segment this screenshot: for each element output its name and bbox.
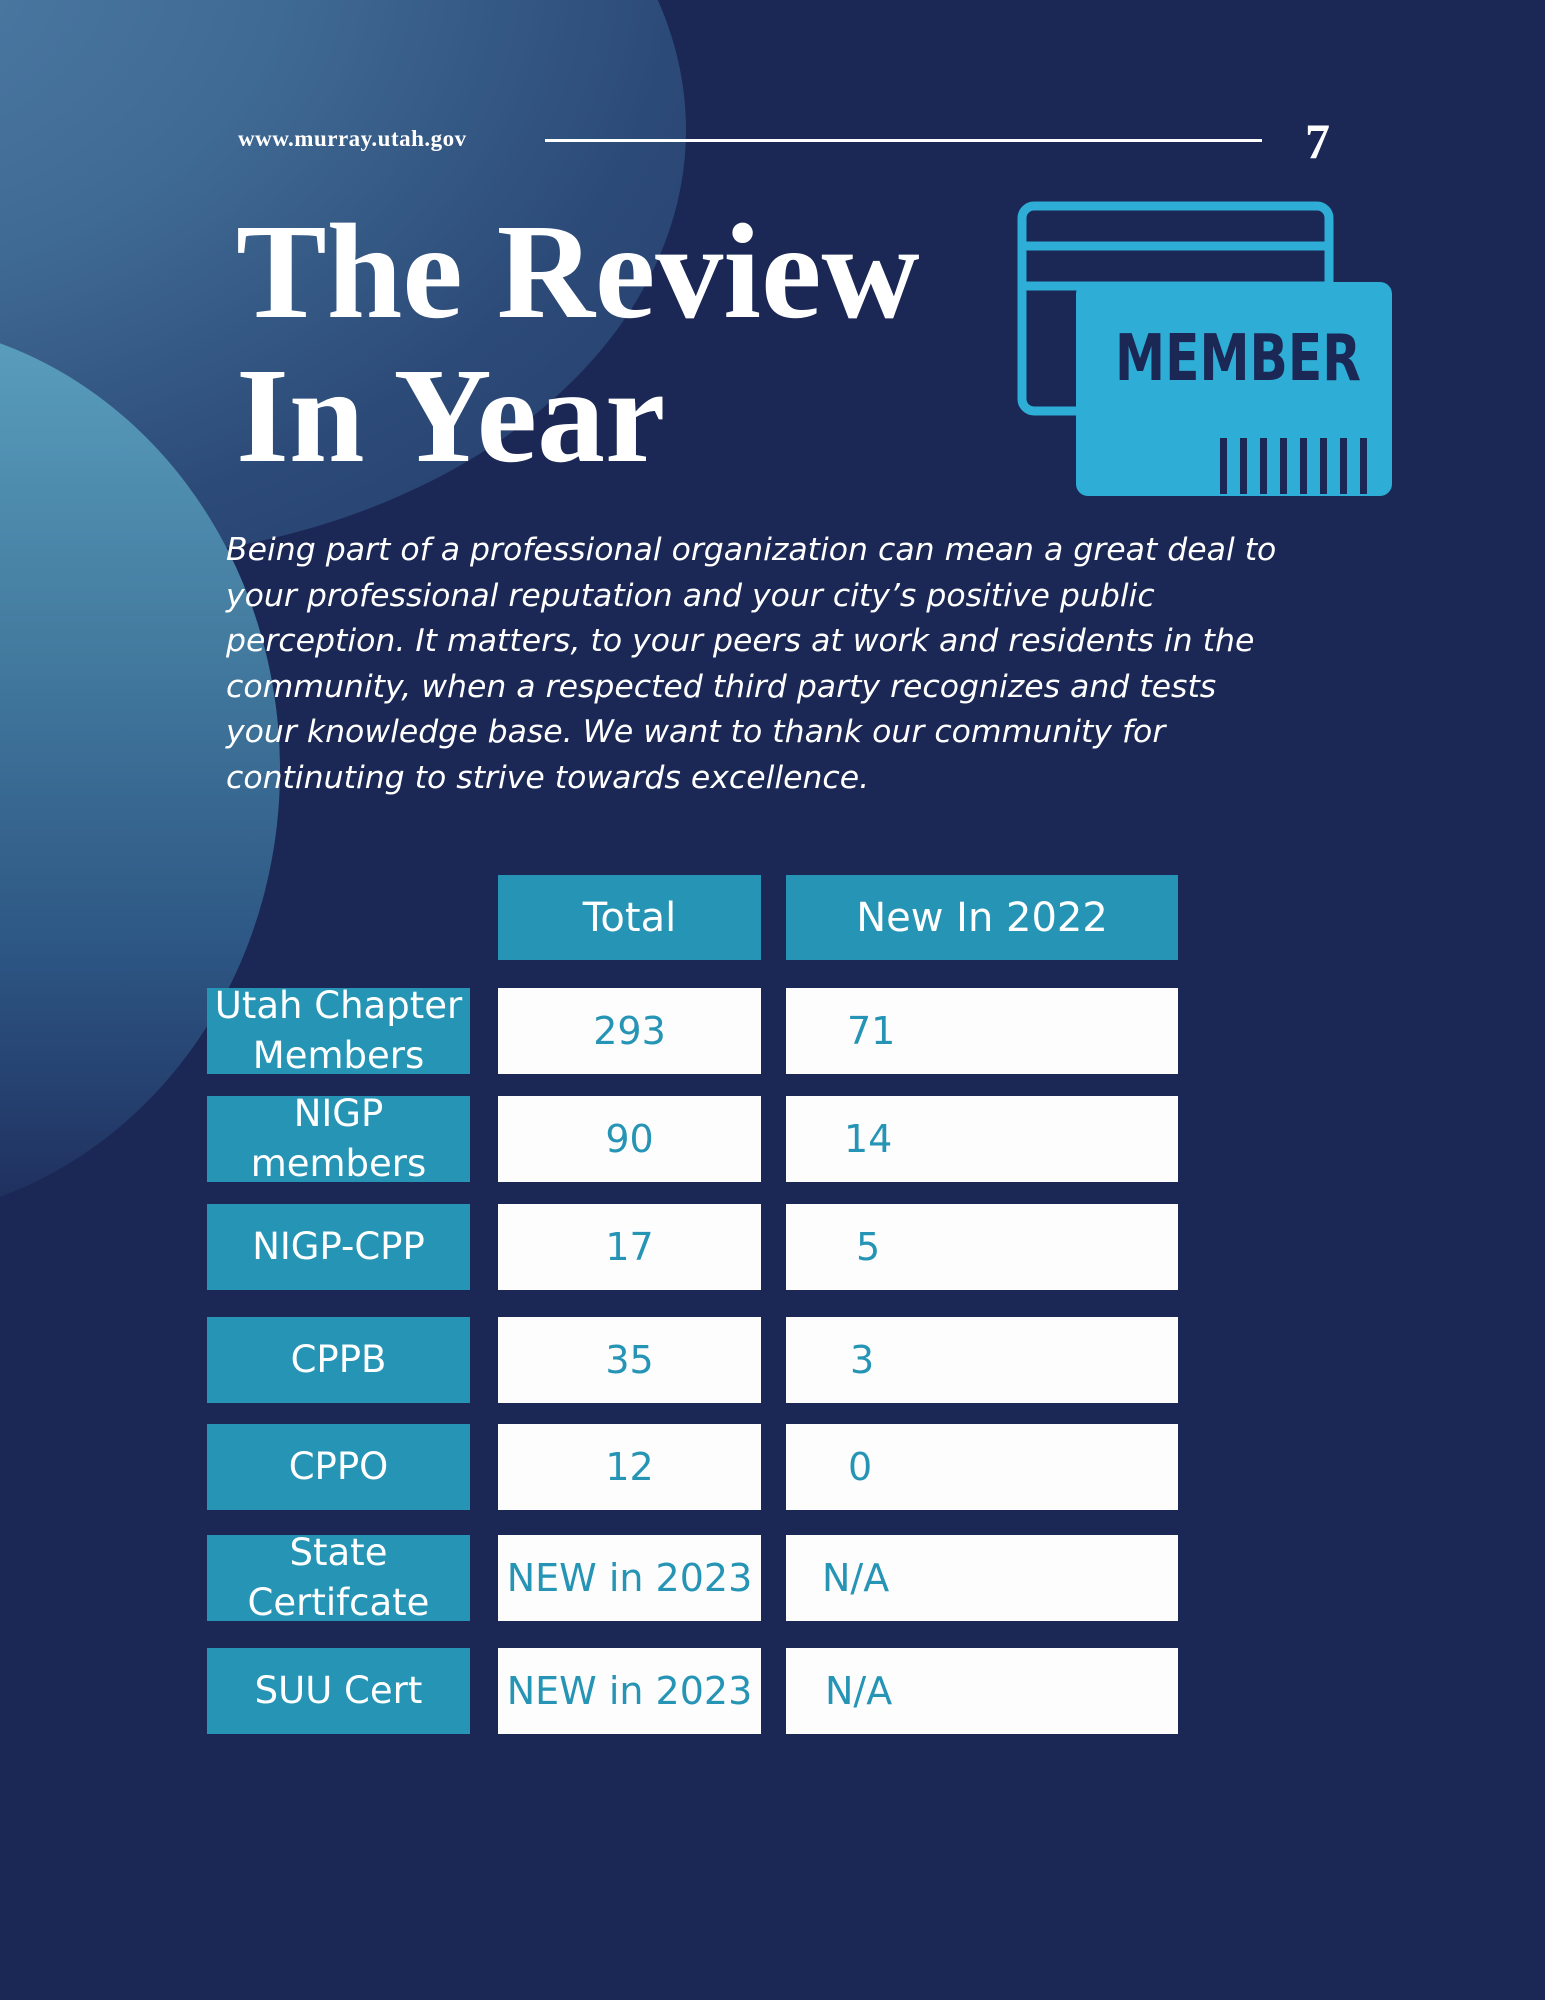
header-rule [545,139,1262,142]
row-new-cppo: 0 [786,1424,1178,1510]
page-number: 7 [1305,113,1330,169]
row-total-cppb: 35 [498,1317,761,1403]
row-total-nigp-members: 90 [498,1096,761,1182]
row-total-nigp-cpp: 17 [498,1204,761,1290]
row-label-cppo: CPPO [207,1424,470,1510]
member-label: MEMBER [1115,322,1361,396]
row-new-utah-chapter-members: 71 [786,988,1178,1074]
page-title-line-2: In Year [236,341,666,491]
row-label-nigp-cpp: NIGP-CPP [207,1204,470,1290]
website-url: www.murray.utah.gov [238,126,467,151]
intro-paragraph: Being part of a professional organizatio… [226,532,1277,796]
page-title: The Review In Year [236,200,920,488]
barcode-lines [1220,438,1367,494]
page-title-line-1: The Review [236,197,920,347]
row-label-cppb: CPPB [207,1317,470,1403]
row-total-state-certificate: NEW in 2023 [498,1535,761,1621]
membership-card-icon: MEMBER [1017,201,1392,496]
row-label-utah-chapter-members: Utah Chapter Members [207,984,470,1077]
row-label-state-certificate: State Certifcate [207,1531,470,1624]
row-label-suu-cert: SUU Cert [207,1648,470,1734]
header-new-in-2022: New In 2022 [786,875,1178,960]
row-label-nigp-members: NIGP members [207,1092,470,1185]
row-new-suu-cert: N/A [786,1648,1178,1734]
row-total-suu-cert: NEW in 2023 [498,1648,761,1734]
row-total-cppo: 12 [498,1424,761,1510]
row-new-state-certificate: N/A [786,1535,1178,1621]
header-total: Total [498,875,761,960]
row-total-utah-chapter-members: 293 [498,988,761,1074]
row-new-nigp-members: 14 [786,1096,1178,1182]
row-new-nigp-cpp: 5 [786,1204,1178,1290]
row-new-cppb: 3 [786,1317,1178,1403]
